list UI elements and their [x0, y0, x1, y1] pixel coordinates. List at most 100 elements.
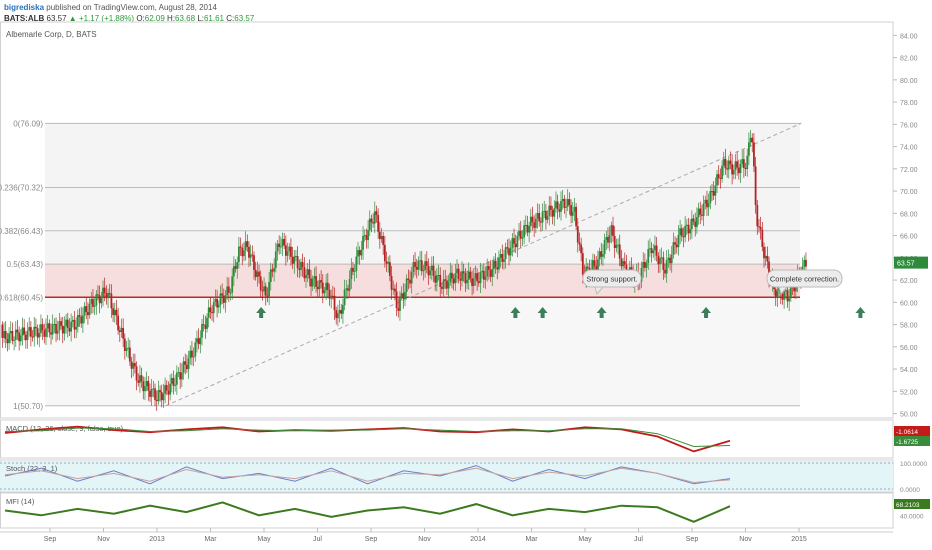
candle-body: [657, 255, 660, 265]
candle-body: [80, 316, 83, 324]
candle-body: [142, 381, 145, 392]
candle-body: [206, 317, 208, 329]
candle-body: [97, 294, 99, 296]
y-tick-label: 76.00: [900, 122, 918, 129]
candle-body: [546, 215, 549, 220]
candle-body: [291, 256, 294, 264]
candle-body: [580, 244, 583, 254]
candle-body: [695, 217, 698, 227]
candle-body: [754, 166, 757, 205]
candle-body: [551, 209, 554, 217]
candle-body: [274, 251, 277, 269]
candle-body: [484, 276, 487, 280]
candle-body: [325, 282, 328, 291]
candle-body: [102, 287, 104, 298]
candle-body: [177, 372, 180, 374]
candle-body: [108, 293, 111, 295]
candle-body: [684, 225, 687, 238]
publisher-user[interactable]: bigrediska: [4, 3, 45, 12]
candle-body: [608, 234, 611, 243]
candle-body: [387, 262, 390, 264]
candle-body: [367, 230, 369, 240]
last-price-tag: [894, 256, 928, 269]
candle-body: [655, 245, 658, 256]
chart-title: Albemarle Corp, D, BATS: [6, 30, 97, 39]
candle-body: [40, 324, 42, 334]
candle-body: [191, 350, 193, 358]
annotation-bubble: [766, 269, 843, 288]
candle-body: [568, 199, 571, 206]
candle-body: [640, 267, 643, 282]
candle-body: [95, 294, 98, 306]
annotation-text: Complete correction.: [770, 275, 839, 284]
candle-body: [81, 315, 84, 324]
candle-body: [690, 218, 693, 230]
candle-body: [244, 241, 247, 251]
annotation-pointer: [778, 286, 789, 296]
candle-body: [362, 235, 364, 250]
candle-body: [466, 280, 468, 284]
candle-body: [407, 278, 410, 280]
close-label: C:: [226, 14, 235, 23]
candle-body: [238, 246, 240, 263]
support-arrow-icon: [855, 307, 866, 318]
candle-body: [508, 248, 510, 256]
candle-body: [603, 240, 606, 255]
candle-body: [746, 155, 749, 169]
candle-body: [26, 330, 29, 341]
candle-body: [573, 206, 576, 212]
candle-body: [506, 247, 509, 249]
candle-body: [400, 293, 403, 297]
candle-body: [474, 273, 477, 279]
candle-body: [781, 294, 784, 300]
candle-body: [315, 276, 317, 287]
candle-body: [36, 328, 39, 338]
candle-body: [139, 375, 141, 383]
candle-body: [742, 159, 745, 169]
candle-body: [259, 276, 262, 291]
candle-body: [288, 246, 291, 252]
candle-body: [503, 259, 505, 262]
support-arrow-icon: [596, 307, 607, 318]
candle-body: [45, 328, 47, 337]
candle-body: [741, 159, 744, 164]
candle-body: [21, 327, 24, 336]
candle-body: [248, 246, 250, 258]
candle-body: [682, 236, 685, 238]
candle-body: [140, 375, 143, 382]
candle-body: [784, 290, 787, 292]
x-tick-label: 2014: [470, 536, 486, 543]
candle-body: [561, 198, 564, 202]
candle-body: [194, 342, 197, 357]
candle-body: [51, 324, 54, 335]
candle-body: [123, 338, 126, 351]
candle-body: [164, 385, 166, 394]
candle-body: [23, 327, 26, 335]
candle-body: [486, 266, 489, 277]
candle-body: [372, 222, 375, 224]
candle-body: [669, 257, 671, 264]
candle-body: [481, 270, 484, 273]
candle-body: [66, 319, 69, 329]
candle-body: [514, 243, 517, 248]
y-tick-label: 80.00: [900, 78, 918, 85]
candle-body: [620, 258, 623, 267]
candle-body: [422, 270, 425, 272]
candle-body: [331, 295, 334, 297]
candle-body: [687, 224, 690, 234]
candle-body: [694, 221, 697, 227]
candle-body: [764, 255, 767, 259]
candle-body: [345, 288, 348, 290]
candle-body: [766, 255, 769, 262]
candle-body: [509, 247, 512, 256]
candle-body: [335, 310, 338, 319]
candle-body: [224, 295, 227, 303]
x-tick-label: May: [257, 536, 271, 543]
candle-body: [318, 280, 321, 290]
candle-body: [46, 323, 49, 329]
candle-body: [440, 287, 443, 289]
candle-body: [236, 262, 239, 269]
candle-body: [412, 262, 415, 272]
candle-body: [85, 306, 88, 312]
